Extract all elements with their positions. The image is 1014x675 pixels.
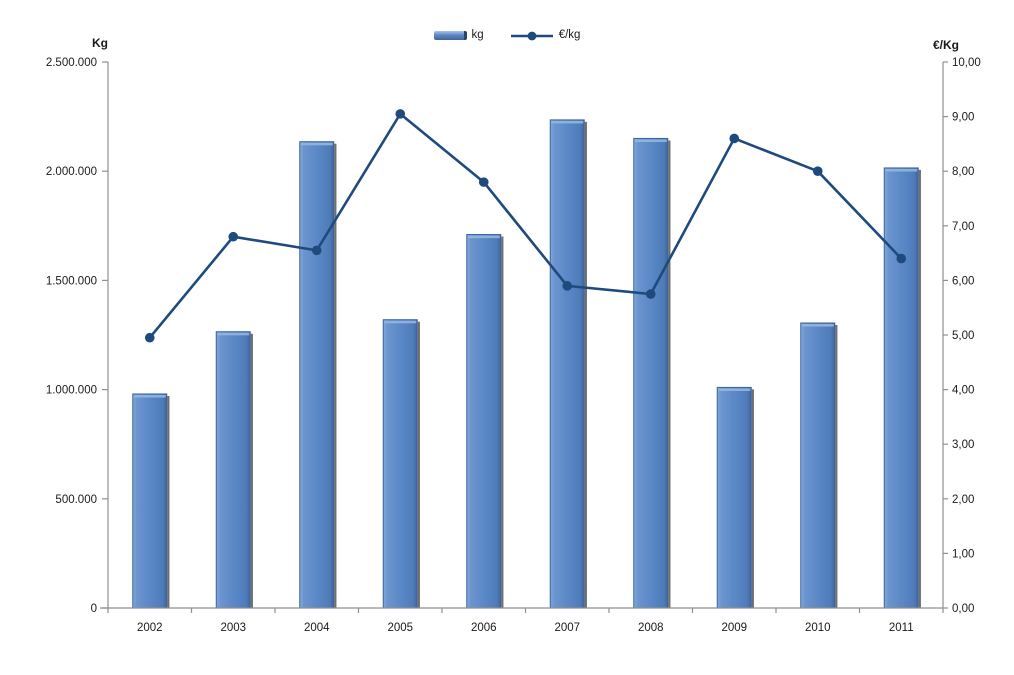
line-point-2006: [478, 177, 489, 187]
line-point-2005: [395, 109, 406, 119]
bar-2002: [132, 393, 168, 609]
svg-text:2006: 2006: [471, 622, 497, 634]
bar-2006: [466, 234, 502, 609]
svg-text:9,00: 9,00: [952, 112, 974, 124]
svg-text:7,00: 7,00: [952, 221, 974, 233]
svg-text:2011: 2011: [889, 622, 914, 634]
line-point-2007: [562, 281, 573, 291]
svg-text:1,00: 1,00: [952, 548, 974, 560]
left-axis-title: Kg: [92, 36, 108, 50]
line-point-2002: [144, 332, 155, 343]
svg-text:5,00: 5,00: [952, 330, 974, 342]
line-point-2008: [645, 289, 656, 299]
svg-text:2,00: 2,00: [952, 494, 974, 506]
line-series-swatch-icon: [510, 29, 554, 41]
svg-text:3,00: 3,00: [952, 439, 974, 451]
line-point-2009: [729, 133, 740, 144]
svg-text:2007: 2007: [554, 622, 580, 634]
line-point-2004: [311, 245, 322, 256]
svg-text:4,00: 4,00: [952, 385, 974, 397]
svg-text:2005: 2005: [387, 622, 413, 634]
svg-text:1.500.000: 1.500.000: [46, 275, 97, 287]
legend-label-eur-per-kg: €/kg: [558, 29, 581, 41]
bar-2010: [800, 322, 836, 609]
line-point-2003: [228, 231, 239, 242]
bar-2004: [299, 141, 335, 609]
bar-2003: [215, 331, 251, 609]
bar-series-swatch-icon: [433, 30, 467, 40]
bar-2005: [382, 319, 418, 609]
bar-2011: [883, 167, 919, 609]
legend-item-eur-per-kg[interactable]: €/kg: [510, 29, 581, 41]
svg-text:6,00: 6,00: [952, 275, 974, 287]
svg-text:2004: 2004: [304, 622, 330, 634]
svg-text:1.000.000: 1.000.000: [46, 385, 97, 397]
bar-2008: [633, 137, 669, 609]
legend-item-kg[interactable]: kg: [433, 29, 484, 41]
svg-text:2003: 2003: [220, 622, 246, 634]
svg-text:2009: 2009: [721, 622, 747, 634]
svg-text:2.000.000: 2.000.000: [46, 166, 97, 178]
svg-text:10,00: 10,00: [952, 57, 981, 69]
svg-text:2.500.000: 2.500.000: [46, 57, 97, 69]
bar-series: [132, 119, 921, 609]
legend-label-kg: kg: [471, 29, 484, 41]
line-point-2011: [896, 253, 907, 264]
svg-text:2010: 2010: [805, 622, 831, 634]
svg-text:2002: 2002: [137, 622, 163, 634]
right-axis-title: €/Kg: [933, 38, 960, 52]
bar-2007: [549, 119, 585, 609]
svg-text:0: 0: [91, 603, 97, 615]
bar-2009: [716, 386, 752, 609]
line-point-2010: [812, 166, 823, 176]
svg-text:2008: 2008: [638, 622, 664, 634]
svg-text:8,00: 8,00: [952, 166, 974, 178]
svg-text:500.000: 500.000: [55, 494, 97, 506]
chart-legend: kg €/kg: [0, 26, 1014, 44]
line-series: [144, 109, 907, 343]
svg-text:0,00: 0,00: [952, 603, 974, 615]
